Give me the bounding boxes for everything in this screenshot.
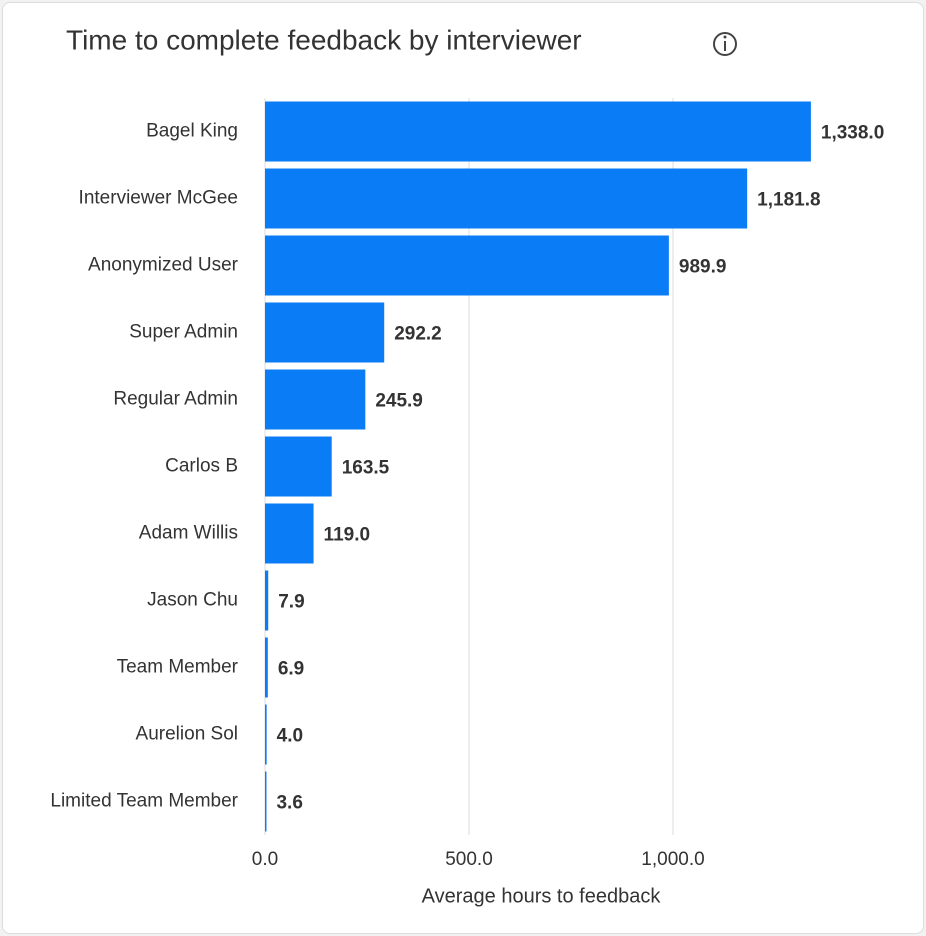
x-tick-label: 0.0: [252, 849, 278, 870]
y-tick-label: Team Member: [117, 657, 239, 678]
y-tick-label: Anonymized User: [88, 255, 239, 276]
bar: [265, 302, 385, 363]
bar: [265, 637, 268, 698]
bar: [265, 235, 669, 296]
bar: [265, 503, 314, 564]
data-label: 989.9: [679, 257, 727, 278]
bar: [265, 101, 811, 162]
bar: [265, 369, 366, 430]
y-tick-label: Super Admin: [129, 322, 238, 343]
bar: [265, 771, 267, 832]
y-tick-label: Regular Admin: [113, 389, 238, 410]
bar: [265, 704, 267, 765]
bar: [265, 168, 748, 229]
bar: [265, 436, 332, 497]
data-label: 1,181.8: [757, 190, 820, 211]
data-label: 6.9: [278, 659, 304, 680]
data-label: 163.5: [342, 458, 390, 479]
x-tick-label: 500.0: [445, 849, 493, 870]
info-icon[interactable]: [713, 32, 737, 56]
x-axis-title: Average hours to feedback: [422, 885, 662, 907]
y-tick-label: Jason Chu: [147, 590, 238, 611]
y-tick-label: Limited Team Member: [50, 791, 238, 812]
chart-title: Time to complete feedback by interviewer: [66, 24, 582, 55]
data-label: 1,338.0: [821, 123, 884, 144]
y-tick-label: Carlos B: [165, 456, 238, 477]
bar: [265, 570, 269, 631]
data-label: 119.0: [324, 525, 371, 546]
data-label: 245.9: [375, 391, 423, 412]
data-label: 4.0: [277, 726, 303, 747]
data-label: 7.9: [278, 592, 304, 613]
y-tick-label: Bagel King: [146, 121, 238, 142]
y-tick-label: Interviewer McGee: [79, 188, 238, 209]
x-tick-label: 1,000.0: [641, 849, 704, 870]
data-label: 292.2: [394, 324, 442, 345]
data-label: 3.6: [276, 793, 302, 814]
y-tick-label: Adam Willis: [139, 523, 238, 544]
y-tick-label: Aurelion Sol: [136, 724, 238, 745]
